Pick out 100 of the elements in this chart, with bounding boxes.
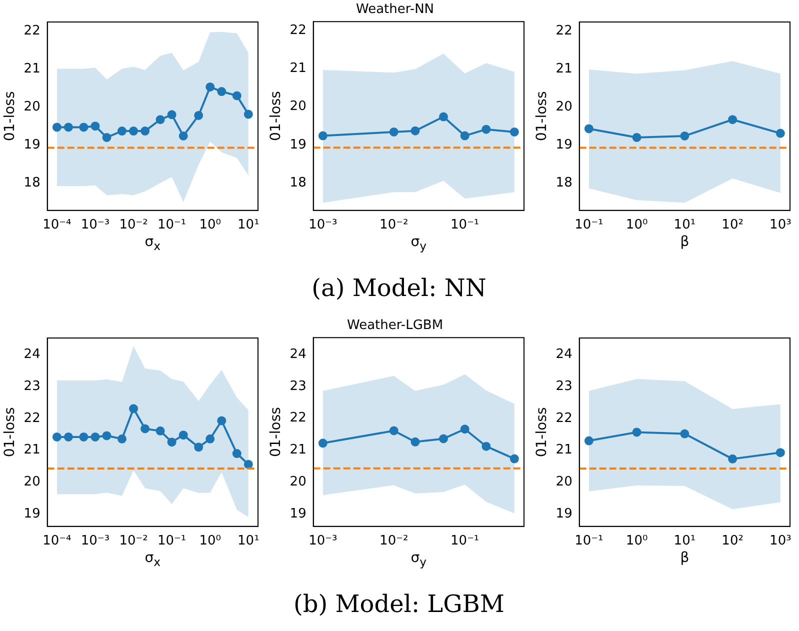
y-axis-title: 01-loss: [268, 91, 284, 141]
x-tick-label: 10⁻³: [80, 534, 110, 549]
y-axis-title: 01-loss: [2, 91, 18, 142]
x-axis-title: σ$_{x}$: [144, 234, 161, 253]
point: [167, 110, 176, 120]
y-tick-label: 24: [556, 347, 572, 362]
point: [680, 131, 690, 140]
point: [52, 122, 62, 132]
y-tick-label: 20: [556, 474, 572, 490]
point: [584, 124, 594, 134]
y-tick-label: 21: [290, 442, 306, 458]
x-tick-label: 10⁻⁴: [42, 218, 72, 233]
point: [244, 110, 253, 119]
y-tick-label: 19: [556, 506, 572, 522]
y-tick-label: 20: [290, 474, 306, 490]
x-tick-label: 10³: [770, 534, 792, 549]
x-tick-label: 10⁻¹: [158, 218, 186, 233]
x-tick-label: 10¹: [238, 534, 260, 549]
point: [178, 430, 188, 440]
point: [217, 87, 226, 96]
point: [156, 115, 165, 124]
point: [194, 442, 204, 452]
y-tick-label: 23: [290, 378, 306, 394]
point: [102, 431, 112, 440]
y-tick-label: 19: [24, 506, 40, 522]
y-tick-label: 20: [290, 99, 306, 114]
point: [64, 432, 73, 442]
x-tick-label: 10¹: [238, 218, 260, 233]
point: [90, 122, 100, 131]
point: [206, 82, 215, 92]
y-tick-label: 19: [290, 506, 306, 522]
point: [680, 429, 690, 438]
x-tick-label: 10⁰: [626, 218, 648, 233]
x-tick-label: 10⁻³: [80, 218, 110, 233]
x-tick-label: 10⁰: [199, 218, 221, 233]
point: [129, 404, 138, 414]
point: [728, 454, 738, 464]
y-axis-title: 01-loss: [534, 407, 550, 458]
x-tick-label: 10⁰: [626, 534, 648, 549]
point: [129, 126, 138, 136]
point: [217, 416, 226, 426]
x-tick-label: 10⁻¹: [158, 534, 186, 549]
y-tick-label: 19: [24, 137, 40, 152]
x-tick-label: 10⁻²: [380, 218, 408, 233]
y-axis-title: 01-loss: [2, 407, 18, 458]
x-tick-label: 10⁻¹: [574, 218, 604, 233]
y-tick-label: 22: [24, 410, 40, 426]
point: [632, 428, 642, 437]
y-tick-label: 18: [290, 175, 306, 190]
x-tick-label: 10⁰: [199, 534, 221, 549]
y-tick-label: 18: [24, 175, 40, 190]
x-tick-label: 10⁻⁴: [42, 534, 72, 549]
y-tick-label: 20: [24, 474, 40, 490]
x-tick-label: 10⁻³: [308, 534, 338, 549]
chart-title: Weather-NN: [356, 2, 434, 18]
y-tick-label: 22: [290, 410, 306, 426]
x-tick-label: 10³: [770, 218, 792, 233]
point: [167, 438, 176, 447]
point: [102, 132, 112, 142]
point: [232, 91, 242, 100]
x-tick-label: 10⁻²: [380, 534, 408, 549]
point: [90, 432, 100, 442]
point: [79, 122, 88, 132]
y-tick-label: 22: [290, 23, 306, 38]
point: [776, 128, 785, 138]
x-axis-title: β: [680, 234, 690, 250]
point: [140, 424, 150, 434]
y-tick-label: 24: [290, 346, 306, 362]
y-tick-label: 19: [556, 137, 572, 152]
point: [140, 126, 150, 136]
y-tick-label: 21: [556, 442, 572, 458]
x-axis-title: σ$_{y}$: [410, 234, 427, 253]
x-tick-label: 10¹: [674, 534, 696, 549]
chart-title: Weather-LGBM: [346, 318, 444, 334]
x-tick-label: 10⁻²: [119, 534, 148, 549]
point: [244, 460, 253, 469]
y-tick-label: 22: [24, 23, 40, 38]
point: [206, 434, 215, 444]
x-tick-label: 10⁻²: [119, 218, 148, 233]
point: [178, 131, 188, 140]
x-tick-label: 10⁻¹: [450, 534, 480, 549]
y-tick-label: 23: [24, 379, 40, 394]
y-tick-label: 23: [556, 379, 572, 394]
x-tick-label: 10⁻¹: [450, 218, 480, 233]
y-tick-label: 21: [24, 61, 40, 76]
point: [194, 110, 204, 120]
point: [632, 132, 642, 142]
y-tick-label: 21: [24, 442, 40, 458]
text: (b) Model: LGBM: [293, 590, 505, 618]
point: [776, 448, 785, 458]
x-tick-label: 10⁻³: [308, 218, 338, 233]
y-axis-title: 01-loss: [268, 407, 284, 457]
point: [52, 432, 62, 442]
text: (a) Model: NN: [312, 274, 486, 302]
x-axis-title: β: [680, 550, 690, 566]
point: [728, 115, 738, 124]
x-axis-title: σ$_{x}$: [144, 550, 161, 569]
point: [156, 426, 165, 436]
y-tick-label: 18: [556, 175, 572, 190]
point: [79, 432, 88, 442]
